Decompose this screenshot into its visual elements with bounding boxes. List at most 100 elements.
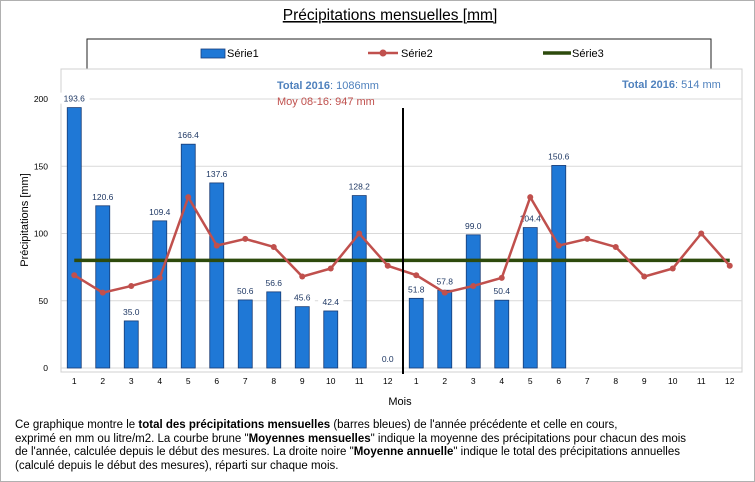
data-label: 35.0 <box>123 307 140 317</box>
data-label: 166.4 <box>178 130 200 140</box>
chart-caption: Ce graphique montre le total des précipi… <box>15 419 745 473</box>
data-point <box>413 272 420 279</box>
x-axis-ticks: 1 2 3 4 5 6 7 8 9 10 11 12 1 2 3 4 5 6 7 8 9 10 11 12 <box>72 376 735 386</box>
x-tick-label: 10 <box>326 376 336 386</box>
data-point <box>71 272 78 279</box>
bar <box>209 182 225 369</box>
left-total-value: : 1086mm <box>330 80 379 92</box>
legend-swatch-serie1 <box>200 48 226 59</box>
bar <box>408 297 424 369</box>
data-label-bg <box>144 205 175 217</box>
data-label-bg <box>543 150 574 162</box>
data-label-bg <box>318 295 344 307</box>
data-point <box>641 273 648 280</box>
data-point <box>726 262 733 269</box>
right-total-annotation: Total 2016: 514 mm <box>622 79 721 91</box>
data-point <box>498 274 505 281</box>
data-label-bg <box>489 285 515 297</box>
x-tick-label: 4 <box>499 376 504 386</box>
data-label-bg <box>232 284 258 296</box>
x-tick-label: 1 <box>414 376 419 386</box>
x-axis-label: Mois <box>388 396 412 408</box>
y-tick-label: 200 <box>34 94 48 104</box>
bar <box>551 165 567 369</box>
data-label: 104.4 <box>520 214 542 224</box>
bar <box>180 143 196 369</box>
bar <box>66 107 82 369</box>
data-point <box>242 235 249 242</box>
bar-data-labels: 193.6 120.6 35.0 109.4 166.4 137.6 50.6 56.6 45.… <box>59 92 574 364</box>
data-label-bg <box>173 129 204 141</box>
data-label: 50.6 <box>237 286 254 296</box>
data-point <box>213 242 220 249</box>
data-label: 193.6 <box>64 94 86 104</box>
legend: Série1 Série2 Série3 <box>86 38 712 70</box>
x-tick-label: 8 <box>613 376 618 386</box>
x-tick-label: 3 <box>471 376 476 386</box>
x-tick-label: 12 <box>725 376 735 386</box>
x-tick-label: 1 <box>72 376 77 386</box>
x-tick-label: 2 <box>100 376 105 386</box>
data-label-bg <box>201 167 232 179</box>
data-label-bg <box>377 353 398 364</box>
x-tick-label: 6 <box>214 376 219 386</box>
bar <box>123 320 139 369</box>
data-label: 50.4 <box>493 286 510 296</box>
left-total-annotation: Total 2016: 1086mm <box>277 80 379 92</box>
x-tick-label: 3 <box>129 376 134 386</box>
chart-title: Précipitations mensuelles [mm] <box>283 7 498 24</box>
legend-label-serie2: Série2 <box>401 48 433 60</box>
caption-text-1: Ce graphique montre le <box>15 419 139 431</box>
bar <box>351 195 367 369</box>
data-label-bg <box>460 219 486 231</box>
bar <box>494 299 510 369</box>
data-label: 57.8 <box>436 276 453 286</box>
right-total-value: : 514 mm <box>675 79 721 91</box>
y-axis-ticks: 0 50 100 150 200 <box>34 94 48 373</box>
x-tick-label: 4 <box>157 376 162 386</box>
left-total-label: Total 2016 <box>277 80 330 92</box>
legend-label-serie1: Série1 <box>227 48 259 60</box>
caption-bold-1: total des précipitations mensuelles <box>138 419 331 431</box>
data-label: 128.2 <box>349 182 371 192</box>
data-point <box>156 274 163 281</box>
data-label: 45.6 <box>294 293 311 303</box>
data-point <box>99 289 106 296</box>
data-label-bg <box>261 276 287 288</box>
caption-bold-2: Moyennes mensuelles <box>248 432 371 445</box>
plot-area <box>60 68 743 373</box>
data-point <box>299 273 306 280</box>
data-point <box>555 242 562 249</box>
y-tick-label: 150 <box>34 161 48 171</box>
data-label-bg <box>87 190 118 202</box>
x-tick-label: 12 <box>383 376 393 386</box>
bar <box>294 306 310 369</box>
data-label-bg <box>515 212 546 224</box>
y-tick-label: 100 <box>34 229 48 239</box>
data-label: 42.4 <box>322 297 339 307</box>
x-tick-label: 10 <box>668 376 678 386</box>
caption-text-3: exprimé en mm ou litre/m2. La courbe bru… <box>15 432 249 445</box>
x-tick-label: 9 <box>642 376 647 386</box>
data-point <box>185 194 192 201</box>
y-tick-label: 0 <box>43 363 48 373</box>
data-label-bg <box>118 305 144 317</box>
data-label: 109.4 <box>149 207 171 217</box>
data-label-bg <box>403 283 429 295</box>
data-label-bg <box>59 92 90 104</box>
caption-text-7: (calculé depuis le début des mesures), r… <box>15 459 339 472</box>
data-label: 137.6 <box>206 169 228 179</box>
data-label: 150.6 <box>548 151 570 161</box>
data-label: 56.6 <box>265 278 282 288</box>
bar <box>437 289 453 369</box>
data-point <box>612 243 619 250</box>
right-total-label: Total 2016 <box>622 79 675 91</box>
bar-series-serie1 <box>66 107 567 369</box>
data-label-bg <box>289 291 315 303</box>
data-point <box>470 282 477 289</box>
data-label: 51.8 <box>408 284 425 294</box>
caption-text-6: " indique le total des précipitations an… <box>453 446 680 459</box>
data-point <box>441 289 448 296</box>
x-tick-label: 5 <box>186 376 191 386</box>
data-point <box>669 265 676 272</box>
